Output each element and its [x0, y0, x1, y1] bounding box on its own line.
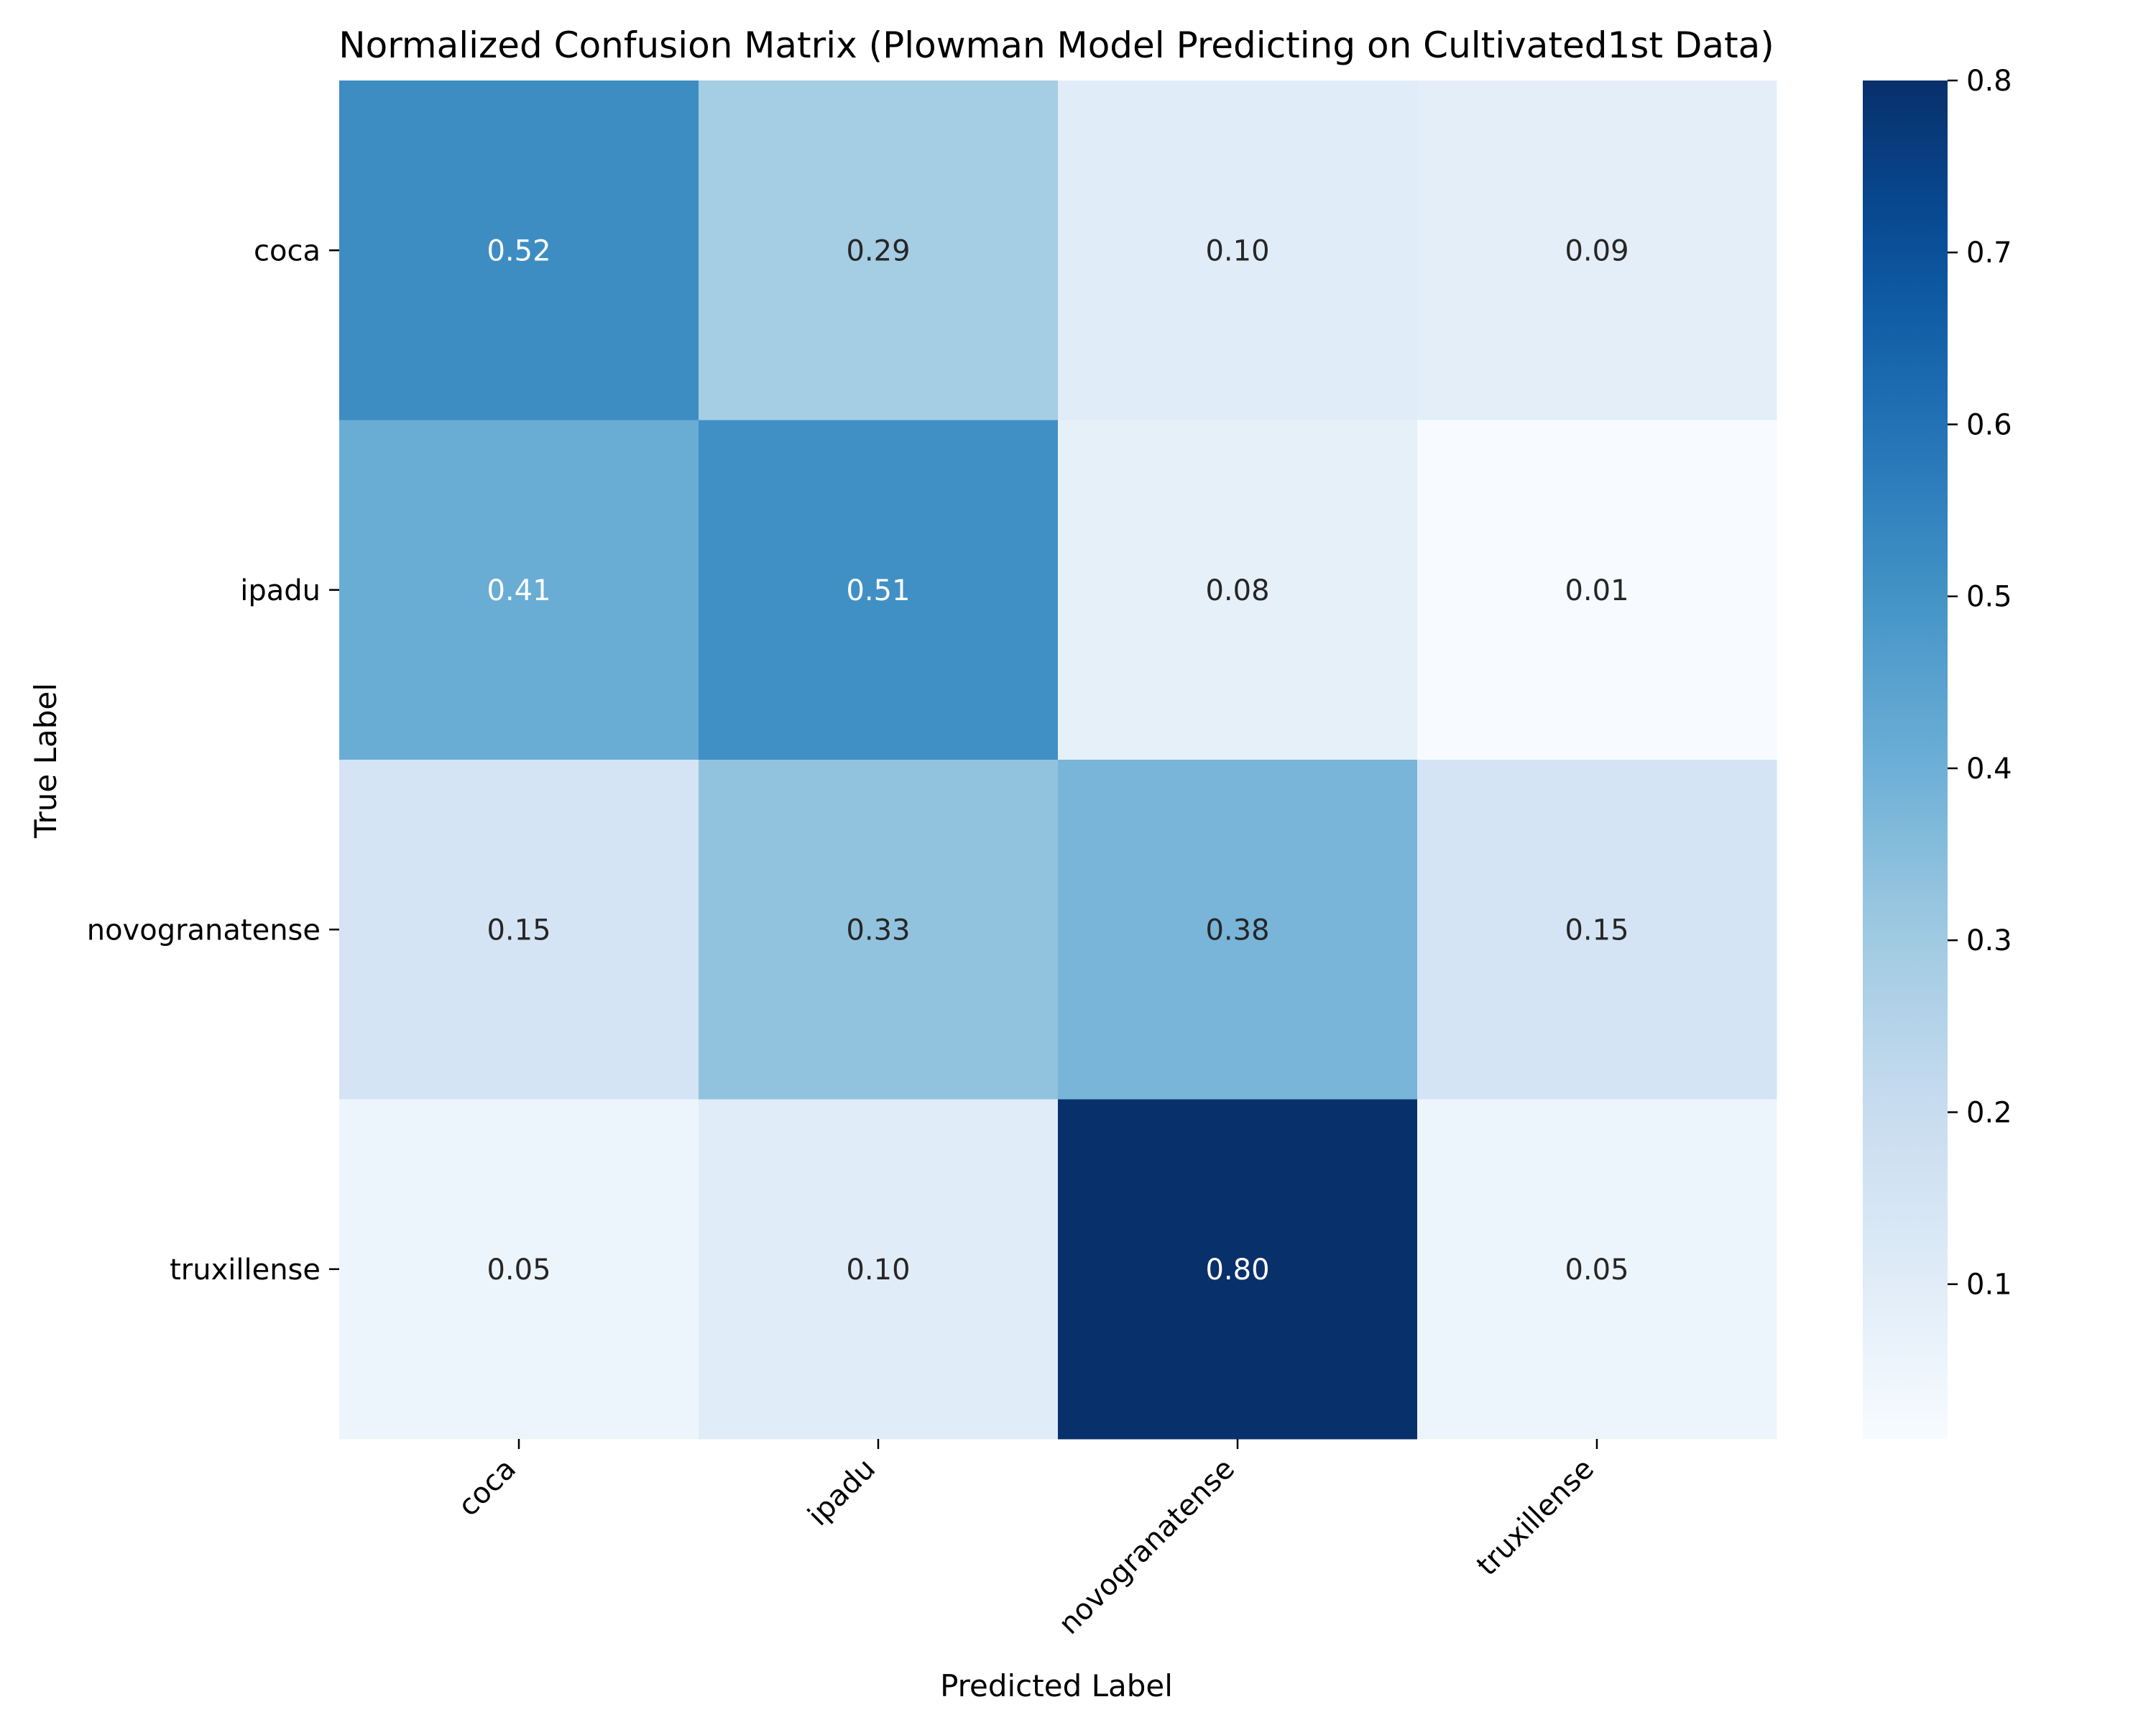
heatmap-cell-labels: 0.52 0.29 0.10 0.09 0.41 0.51 0.08 0.01 0.15 0.33… [487, 234, 1628, 1287]
y-axis-label: True Label [28, 683, 63, 839]
cell-value-label: 0.80 [1205, 1254, 1269, 1287]
cell-value-label: 0.29 [846, 234, 910, 267]
heatmap-cell [339, 80, 699, 420]
colorbar-tick-label: 0.7 [1966, 236, 2012, 270]
colorbar-tick-label: 0.5 [1966, 581, 2012, 614]
colorbar-tick-label: 0.2 [1966, 1096, 2012, 1129]
y-tick-label: truxillense [170, 1254, 321, 1287]
heatmap-cells [339, 80, 1777, 1440]
cell-value-label: 0.09 [1565, 234, 1628, 267]
chart-title: Normalized Confusion Matrix (Plowman Mod… [338, 24, 1774, 66]
heatmap-cell [1058, 1099, 1418, 1440]
colorbar [1863, 80, 1948, 1439]
colorbar-tick-label: 0.1 [1966, 1269, 2012, 1302]
heatmap-cell [699, 760, 1059, 1100]
cell-value-label: 0.05 [487, 1254, 550, 1287]
heatmap-cell [699, 80, 1059, 420]
heatmap-cell [1417, 760, 1777, 1100]
cell-value-label: 0.51 [846, 574, 910, 607]
cell-value-label: 0.15 [487, 914, 550, 947]
cell-value-label: 0.05 [1565, 1254, 1628, 1287]
cell-value-label: 0.38 [1205, 914, 1269, 947]
cell-value-label: 0.41 [487, 574, 550, 607]
heatmap-cell [1417, 1099, 1777, 1440]
cell-value-label: 0.10 [1205, 234, 1269, 267]
cell-value-label: 0.52 [487, 234, 550, 267]
y-tick-label: novogranatense [87, 914, 321, 947]
heatmap-cell [699, 1099, 1059, 1440]
heatmap-cell [339, 1099, 699, 1440]
heatmap-cell [1417, 80, 1777, 420]
cell-value-label: 0.10 [846, 1254, 910, 1287]
heatmap-cell [1058, 760, 1418, 1100]
colorbar-tick-label: 0.6 [1966, 408, 2012, 441]
colorbar-ticks: 0.1 0.2 0.3 0.4 0.5 0.6 0.7 0.8 [1948, 65, 2012, 1302]
cell-value-label: 0.08 [1205, 574, 1269, 607]
colorbar-tick-label: 0.4 [1966, 753, 2012, 786]
x-axis-label: Predicted Label [940, 1668, 1173, 1703]
y-axis-ticks: coca ipadu novogranatense truxillense [87, 234, 339, 1287]
cell-value-label: 0.01 [1565, 574, 1628, 607]
cell-value-label: 0.15 [1565, 914, 1628, 947]
heatmap-cell [339, 760, 699, 1100]
heatmap-cell [1417, 420, 1777, 760]
heatmap-cell [339, 420, 699, 760]
cell-value-label: 0.33 [846, 914, 910, 947]
heatmap-cell [1058, 80, 1418, 420]
y-tick-label: ipadu [240, 574, 321, 607]
heatmap-cell [699, 420, 1059, 760]
y-tick-label: coca [254, 234, 321, 267]
colorbar-tick-label: 0.8 [1966, 65, 2012, 98]
heatmap-cell [1058, 420, 1418, 760]
colorbar-tick-label: 0.3 [1966, 924, 2012, 957]
